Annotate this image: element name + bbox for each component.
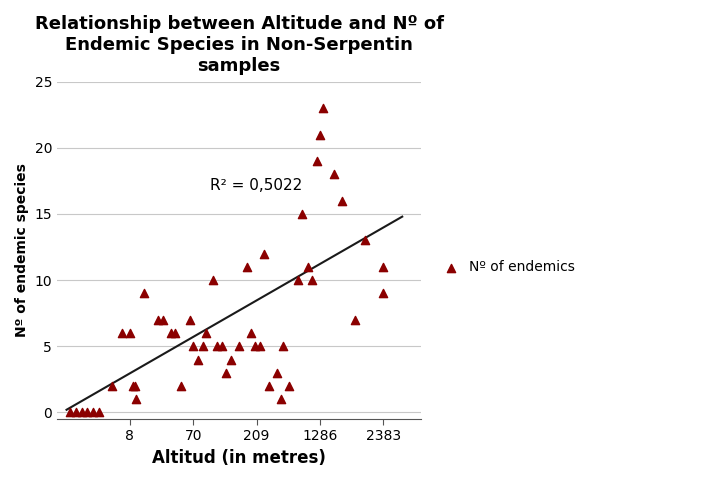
- Nº of endemics: [307, 276, 318, 284]
- Nº of endemics: [94, 409, 105, 416]
- Nº of endemics: [129, 382, 141, 390]
- Nº of endemics: [64, 409, 75, 416]
- Nº of endemics: [278, 342, 289, 350]
- Nº of endemics: [275, 395, 286, 403]
- Nº of endemics: [259, 250, 270, 257]
- Nº of endemics: [127, 382, 138, 390]
- Nº of endemics: [193, 356, 204, 363]
- Nº of endemics: [212, 342, 223, 350]
- Nº of endemics: [378, 263, 389, 271]
- Nº of endemics: [233, 342, 245, 350]
- Nº of endemics: [184, 316, 195, 324]
- Nº of endemics: [271, 369, 283, 376]
- Nº of endemics: [131, 395, 142, 403]
- Nº of endemics: [221, 369, 232, 376]
- Nº of endemics: [170, 329, 181, 337]
- Nº of endemics: [200, 329, 212, 337]
- Nº of endemics: [87, 409, 98, 416]
- Nº of endemics: [138, 290, 150, 297]
- Nº of endemics: [292, 276, 304, 284]
- Nº of endemics: [117, 329, 128, 337]
- Nº of endemics: [314, 131, 325, 138]
- Nº of endemics: [303, 263, 314, 271]
- Nº of endemics: [124, 329, 136, 337]
- Nº of endemics: [360, 237, 371, 244]
- Nº of endemics: [197, 342, 208, 350]
- Title: Relationship between Altitude and Nº of
Endemic Species in Non-Serpentin
samples: Relationship between Altitude and Nº of …: [34, 15, 444, 75]
- Nº of endemics: [70, 409, 82, 416]
- Nº of endemics: [241, 263, 252, 271]
- Nº of endemics: [254, 342, 265, 350]
- Nº of endemics: [250, 342, 261, 350]
- Legend: Nº of endemics: Nº of endemics: [432, 254, 581, 280]
- Nº of endemics: [349, 316, 361, 324]
- Nº of endemics: [337, 197, 348, 205]
- Nº of endemics: [77, 409, 88, 416]
- Text: R² = 0,5022: R² = 0,5022: [210, 178, 302, 193]
- Nº of endemics: [297, 210, 308, 218]
- Nº of endemics: [284, 382, 295, 390]
- Nº of endemics: [328, 171, 340, 178]
- Nº of endemics: [318, 104, 329, 112]
- Y-axis label: Nº of endemic species: Nº of endemic species: [15, 163, 29, 337]
- Nº of endemics: [378, 290, 389, 297]
- Nº of endemics: [208, 276, 219, 284]
- X-axis label: Altitud (in metres): Altitud (in metres): [152, 449, 326, 467]
- Nº of endemics: [153, 316, 164, 324]
- Nº of endemics: [107, 382, 118, 390]
- Nº of endemics: [81, 409, 92, 416]
- Nº of endemics: [157, 316, 169, 324]
- Nº of endemics: [216, 342, 227, 350]
- Nº of endemics: [311, 157, 323, 165]
- Nº of endemics: [188, 342, 199, 350]
- Nº of endemics: [165, 329, 176, 337]
- Nº of endemics: [226, 356, 237, 363]
- Nº of endemics: [246, 329, 257, 337]
- Nº of endemics: [264, 382, 275, 390]
- Nº of endemics: [175, 382, 186, 390]
